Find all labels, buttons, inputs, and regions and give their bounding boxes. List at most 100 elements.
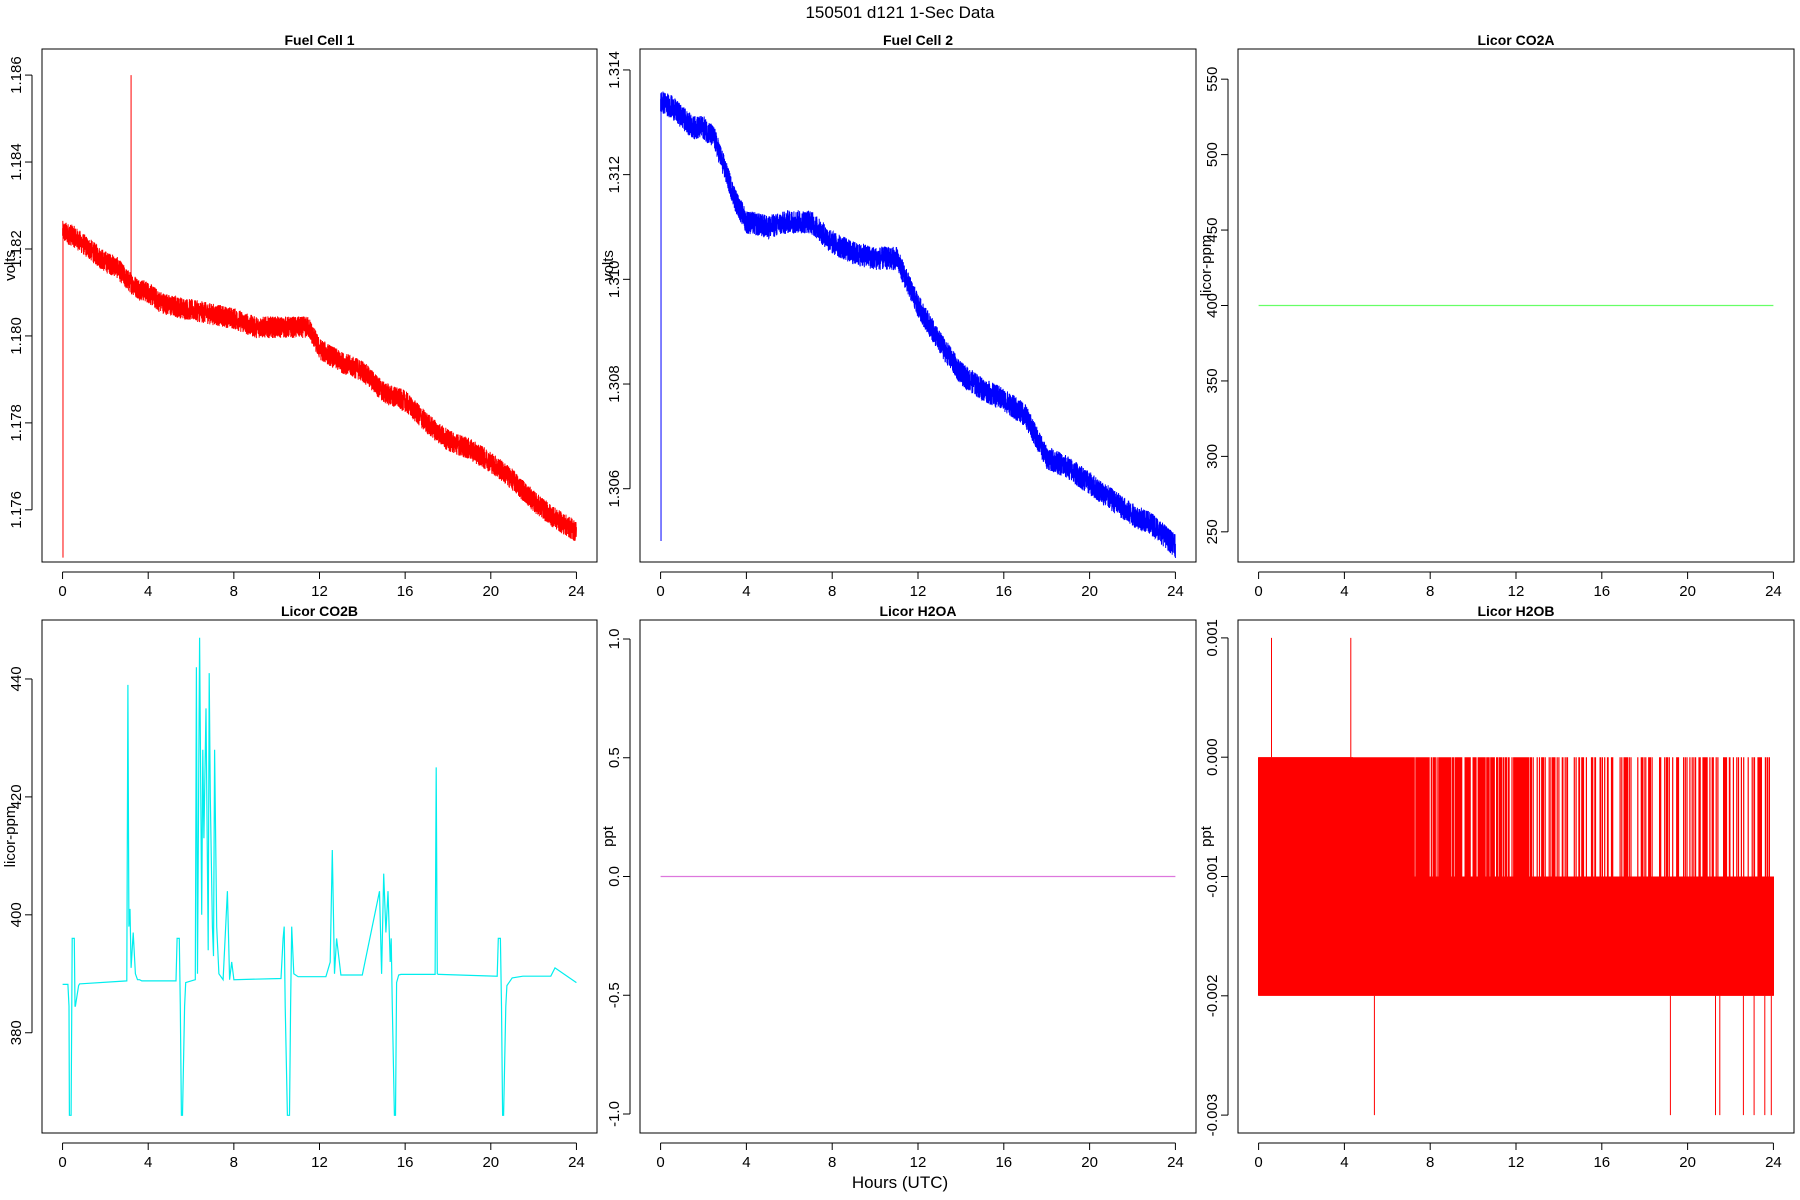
y-axis: 250 300 350 400 450 500 550	[1204, 67, 1229, 544]
plot-frame	[639, 48, 1197, 563]
y-axis-label: volts	[600, 250, 617, 281]
x-tick-label: 8	[230, 583, 238, 600]
x-tick-label: 0	[1254, 583, 1262, 600]
plot-area	[1258, 637, 1774, 1116]
figure-title: 150501 d121 1-Sec Data	[805, 3, 995, 22]
y-tick-label: 1.312	[606, 156, 623, 194]
x-tick-label: 20	[1081, 1154, 1098, 1171]
x-tick-label: 16	[995, 583, 1012, 600]
panel-fuel-cell-1: Fuel Cell 1 volts 0 4 8 12 16 20 24 1.1761.1781.1…	[2, 32, 598, 600]
x-axis: 0 4 8 12 16 20 24	[1254, 571, 1782, 600]
y-tick-label: 400	[8, 902, 25, 927]
panel-title: Licor H2OA	[879, 603, 956, 619]
x-tick-label: 24	[568, 583, 585, 600]
x-tick-label: 8	[828, 1154, 836, 1171]
plot-area	[62, 75, 577, 558]
y-tick-label: 550	[1204, 67, 1221, 92]
x-tick-label: 20	[1679, 583, 1696, 600]
y-axis-label: ppt	[600, 825, 617, 847]
x-tick-label: 12	[910, 1154, 927, 1171]
x-axis-label: Hours (UTC)	[852, 1173, 948, 1192]
x-axis: 0 4 8 12 16 20 24	[1254, 1142, 1782, 1171]
y-tick-label: 1.308	[606, 365, 623, 403]
x-tick-label: 16	[1593, 1154, 1610, 1171]
x-tick-label: 24	[1765, 583, 1782, 600]
series-line	[660, 91, 1176, 558]
x-tick-label: 4	[742, 583, 750, 600]
x-tick-label: 20	[482, 583, 499, 600]
panel-licor-h2oa: Licor H2OA ppt 0 4 8 12 16 20 24 -1.0 -0.5 0.0 0.5 1.…	[600, 603, 1197, 1171]
y-tick-label: 420	[8, 784, 25, 809]
y-axis-label: volts	[2, 250, 19, 281]
plot-frame	[1237, 48, 1795, 563]
x-tick-label: 8	[1426, 1154, 1434, 1171]
y-tick-label: -0.001	[1204, 855, 1221, 898]
x-tick-label: 0	[656, 1154, 664, 1171]
series-spikes	[1271, 637, 1772, 1116]
y-axis: 1.306 1.308 1.310 1.312 1.314	[606, 51, 631, 508]
y-axis: 1.176 1.178 1.180 1.182 1.184 1.186	[8, 56, 33, 529]
y-axis: -1.0 -0.5 0.0 0.5 1.0	[606, 629, 631, 1127]
y-tick-label: 400	[1204, 293, 1221, 318]
y-axis-label: ppt	[1198, 825, 1215, 847]
x-tick-label: 20	[482, 1154, 499, 1171]
y-tick-label: 440	[8, 666, 25, 691]
y-tick-label: 500	[1204, 142, 1221, 167]
x-tick-label: 16	[995, 1154, 1012, 1171]
y-tick-label: -0.002	[1204, 975, 1221, 1018]
x-tick-label: 4	[144, 583, 152, 600]
y-tick-label: 1.182	[8, 230, 25, 268]
x-tick-label: 20	[1081, 583, 1098, 600]
y-tick-label: 1.310	[606, 261, 623, 299]
y-tick-label: 250	[1204, 519, 1221, 544]
y-tick-label: -1.0	[606, 1101, 623, 1127]
y-tick-label: 0.0	[606, 866, 623, 887]
series-line	[62, 637, 577, 1116]
panel-title: Fuel Cell 2	[883, 32, 953, 48]
x-tick-label: 0	[58, 583, 66, 600]
y-tick-label: 300	[1204, 444, 1221, 469]
x-tick-label: 16	[397, 583, 414, 600]
plot-area	[62, 637, 577, 1116]
x-tick-label: 8	[1426, 583, 1434, 600]
panel-title: Licor H2OB	[1477, 603, 1554, 619]
x-tick-label: 12	[1508, 1154, 1525, 1171]
y-axis: 380 400 420 440	[8, 666, 33, 1045]
y-tick-label: 1.186	[8, 56, 25, 94]
x-tick-label: 4	[742, 1154, 750, 1171]
x-tick-label: 8	[230, 1154, 238, 1171]
series-band-lower	[1258, 876, 1774, 996]
x-tick-label: 24	[1167, 583, 1184, 600]
y-axis: -0.003 -0.002 -0.001 0.000 0.001	[1204, 619, 1229, 1137]
x-tick-label: 4	[1340, 1154, 1348, 1171]
series-line	[62, 220, 577, 541]
y-tick-label: -0.003	[1204, 1094, 1221, 1137]
x-tick-label: 0	[58, 1154, 66, 1171]
x-axis: 0 4 8 12 16 20 24	[58, 1142, 585, 1171]
panel-title: Licor CO2A	[1477, 32, 1554, 48]
panel-licor-co2b: Licor CO2B licor-ppm 0 4 8 12 16 20 24 380 400 420 4…	[2, 603, 598, 1171]
plot-frame	[41, 48, 598, 563]
x-tick-label: 0	[1254, 1154, 1262, 1171]
panel-title: Licor CO2B	[281, 603, 358, 619]
panel-licor-co2a: Licor CO2A licor-ppm 0 4 8 12 16 20 24 250 300 350 4…	[1198, 32, 1795, 600]
x-tick-label: 16	[1593, 583, 1610, 600]
x-tick-label: 12	[1508, 583, 1525, 600]
x-axis: 0 4 8 12 16 20 24	[656, 571, 1184, 600]
y-tick-label: 1.306	[606, 470, 623, 508]
y-tick-label: 1.314	[606, 51, 623, 89]
x-tick-label: 16	[397, 1154, 414, 1171]
x-tick-label: 20	[1679, 1154, 1696, 1171]
x-tick-label: 12	[311, 1154, 328, 1171]
series-band-upper	[1258, 757, 1353, 877]
x-tick-label: 12	[910, 583, 927, 600]
y-axis-label: licor-ppm	[2, 806, 19, 868]
panel-title: Fuel Cell 1	[284, 32, 354, 48]
x-tick-label: 12	[311, 583, 328, 600]
y-axis-label: licor-ppm	[1198, 235, 1215, 297]
plot-frame	[1237, 619, 1795, 1134]
plot-frame	[41, 619, 598, 1134]
y-tick-label: -0.5	[606, 982, 623, 1008]
